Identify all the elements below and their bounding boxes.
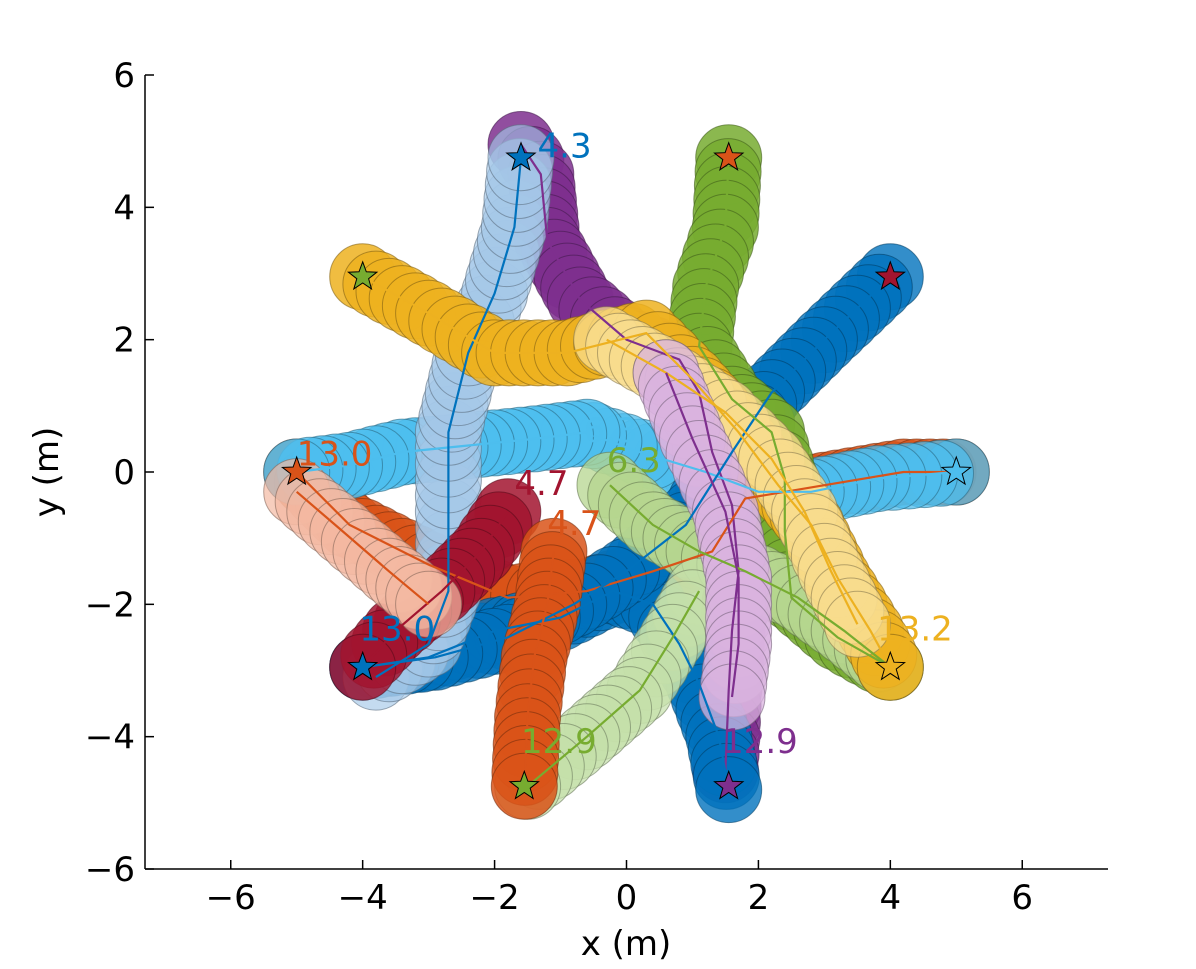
time-label: 4.3 (538, 127, 592, 167)
y-tick-label: −2 (85, 585, 135, 625)
goal-star-marker (347, 650, 379, 681)
trajectory-line-13 (361, 511, 509, 668)
goal-star-marker (713, 141, 745, 171)
time-label: 4.7 (514, 464, 568, 504)
time-label: 12.9 (722, 722, 798, 762)
trajectory-line-3 (296, 431, 588, 474)
goal-star-marker (508, 769, 540, 800)
x-tick-label: 0 (616, 878, 638, 918)
trajectory-line-6 (375, 157, 523, 679)
goal-star-marker (281, 455, 313, 486)
goal-star-marker (713, 769, 745, 800)
x-tick-label: −6 (206, 878, 256, 918)
x-axis-label: x (m) (581, 924, 672, 964)
trajectory-lines (295, 143, 957, 790)
time-label: 13.0 (297, 434, 373, 474)
x-tick-label: 4 (880, 878, 902, 918)
time-label: 6.3 (584, 411, 638, 451)
goal-star-markers (281, 141, 972, 800)
x-tick-label: 6 (1011, 878, 1033, 918)
time-label: 13.0 (359, 610, 435, 650)
goal-star-marker (940, 455, 972, 486)
trajectory-line-15 (295, 490, 430, 606)
trajectory-line-12 (665, 372, 740, 698)
goal-star-marker (874, 650, 906, 681)
y-tick-label: −4 (85, 718, 135, 758)
trajectory-line-2 (593, 434, 957, 493)
trajectory-line-8 (609, 484, 891, 669)
goal-star-marker (505, 141, 537, 171)
y-axis-label: y (m) (27, 427, 67, 518)
x-tick-label: 2 (748, 878, 770, 918)
y-tick-label: −6 (85, 850, 135, 890)
time-labels: 12.9 6.3 13.0 4.3 6.3 12.9 13.2 4.74.7 13.0 (297, 127, 953, 763)
x-tick-label: −4 (338, 878, 388, 918)
y-tick-label: 2 (113, 321, 135, 361)
time-label: 4.7 (547, 504, 601, 544)
axes: −6 −4 −2 0 2 4 6 −6 −4 −2 0 2 4 6 (85, 56, 1108, 918)
y-tick-label: 0 (113, 453, 135, 493)
trajectory-line-5 (362, 276, 892, 669)
trajectory-line-1 (295, 470, 957, 599)
trajectory-line-9 (526, 590, 701, 788)
goal-star-marker (347, 260, 379, 291)
goal-star-marker (874, 260, 906, 291)
trajectory-line-0 (520, 143, 740, 770)
trajectory-line-4 (362, 589, 730, 790)
y-tick-label: 4 (113, 188, 135, 228)
trajectory-line-14 (523, 551, 555, 787)
time-label: 12.9 (521, 722, 597, 762)
y-tick-label: 6 (113, 56, 135, 96)
time-label: 6.3 (607, 441, 661, 481)
time-label: 13.2 (877, 610, 953, 650)
x-tick-label: −2 (470, 878, 520, 918)
trajectory-line-7 (697, 157, 891, 669)
